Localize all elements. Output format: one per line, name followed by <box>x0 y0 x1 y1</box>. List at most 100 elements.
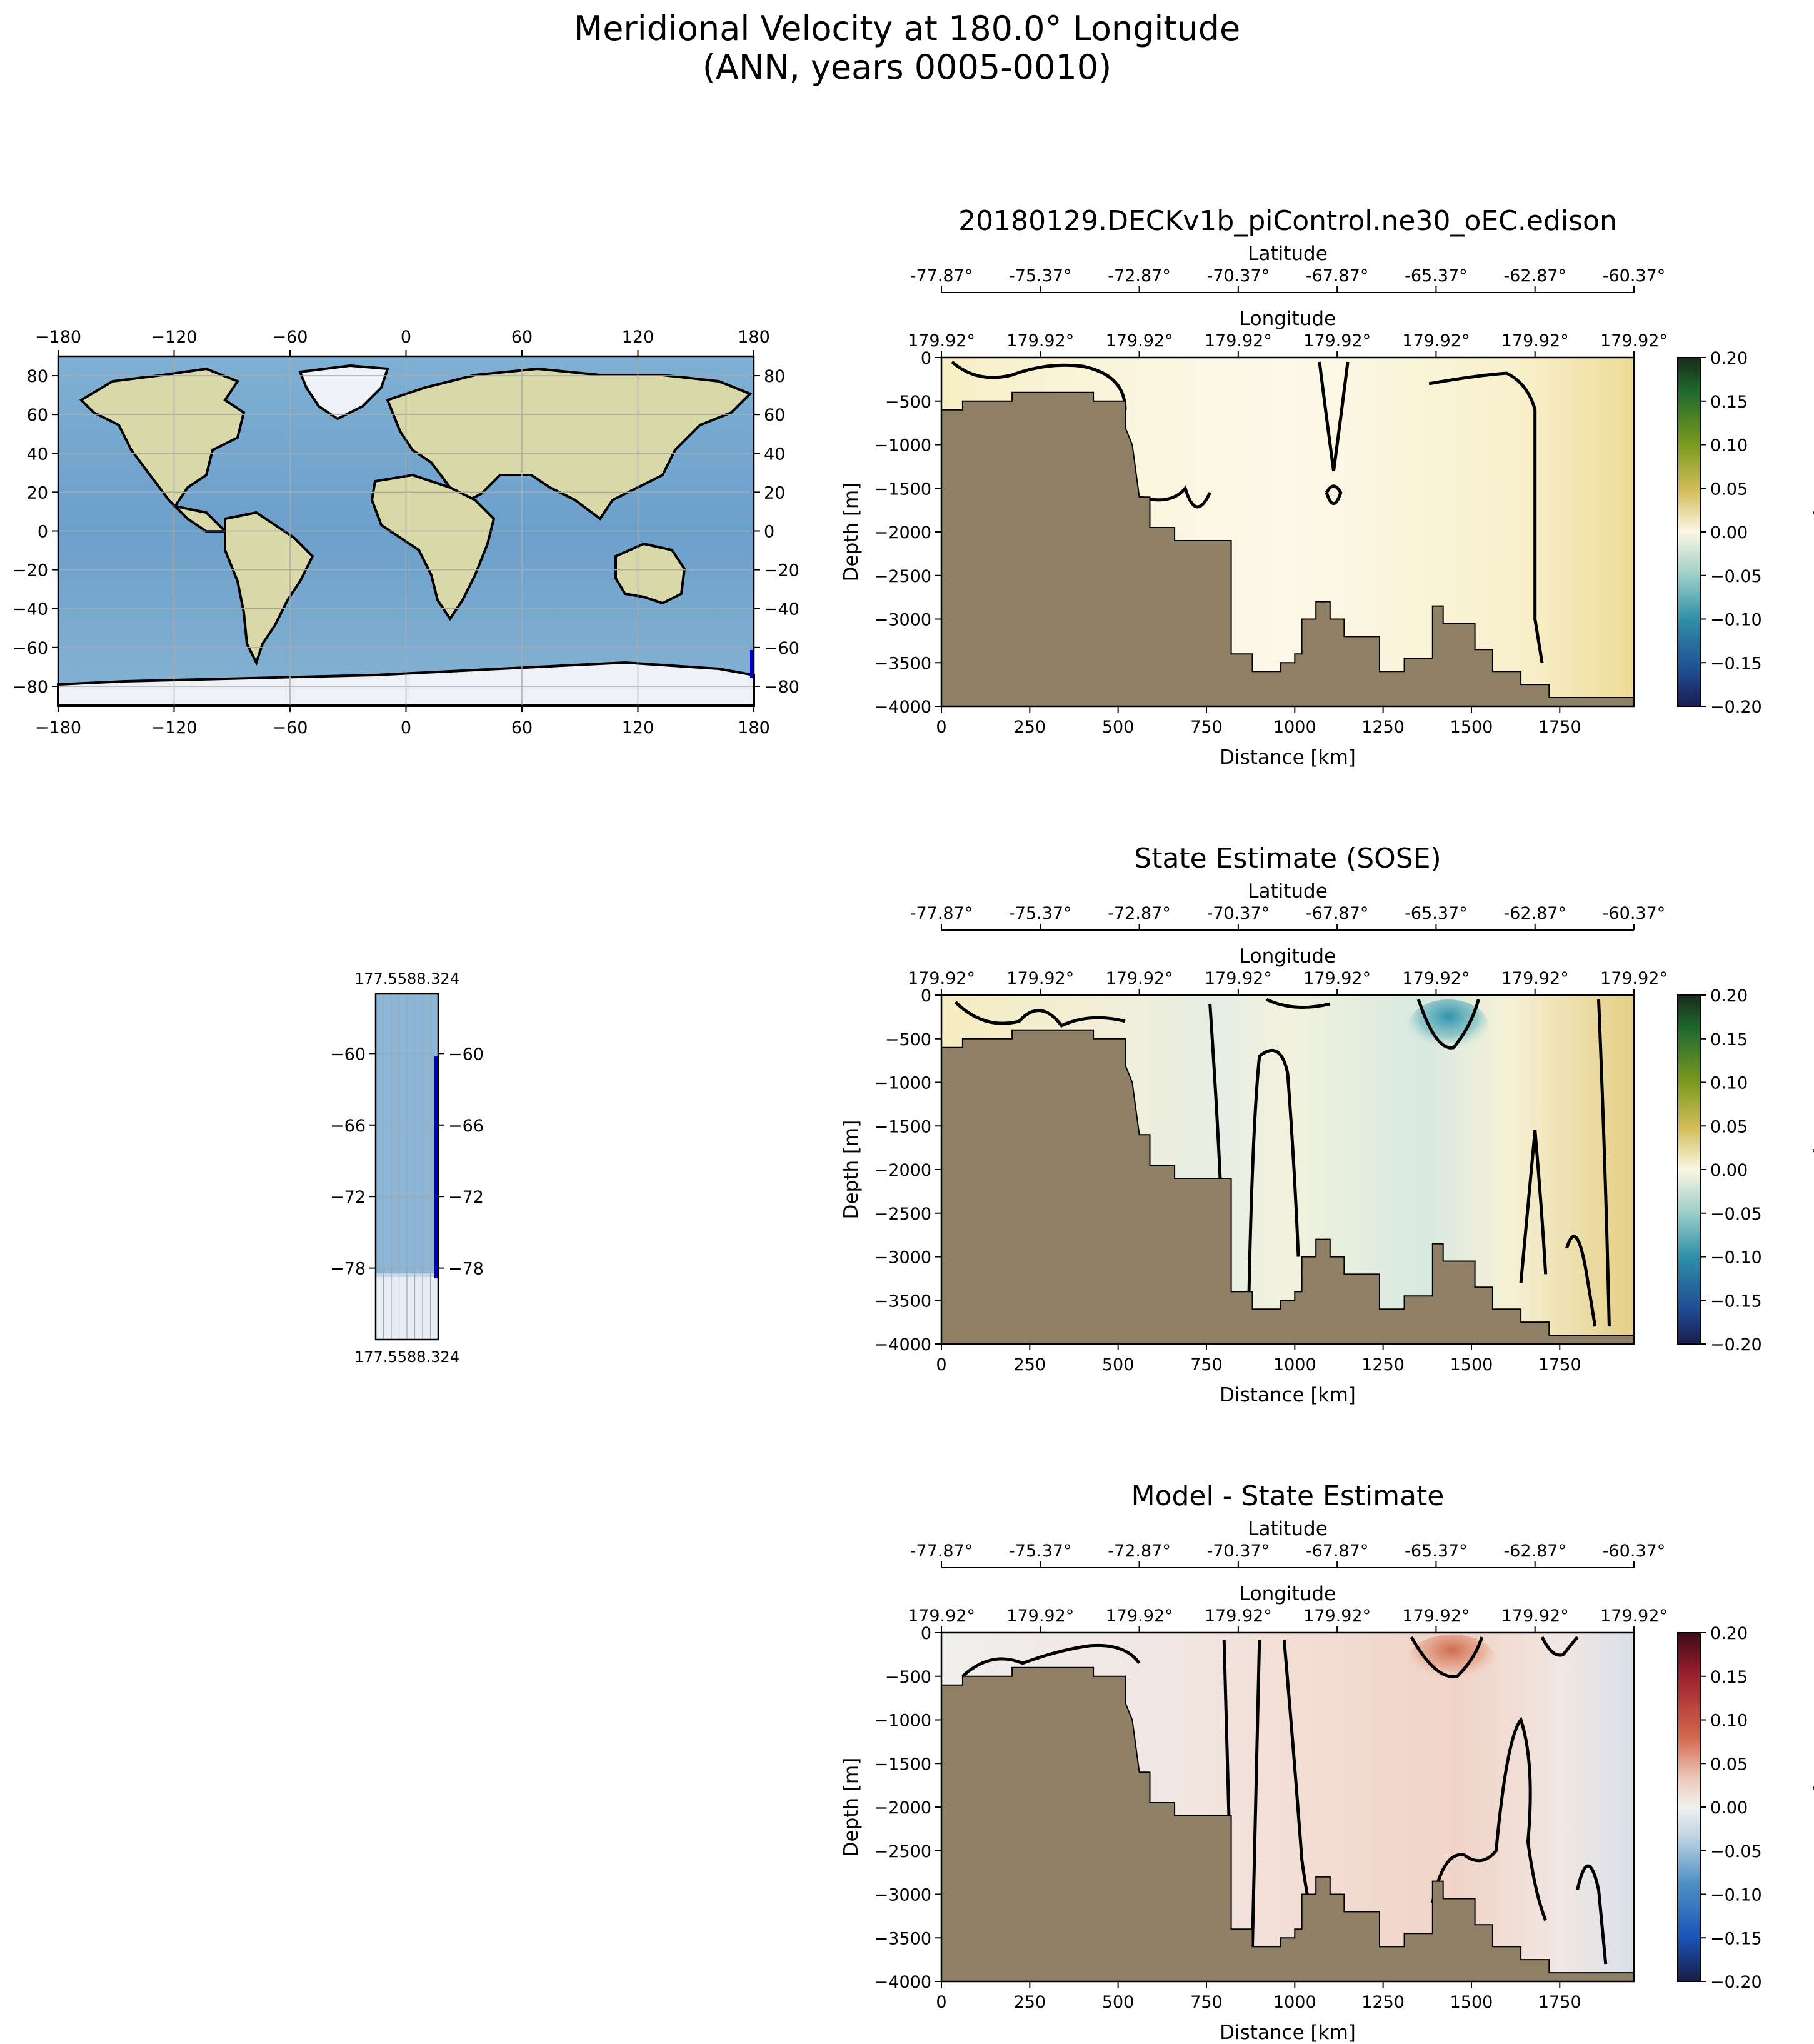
distance-tick-label: 750 <box>1190 718 1223 737</box>
figure-title-line2: (ANN, years 0005-0010) <box>703 48 1111 87</box>
depth-tick-label: −2000 <box>874 523 931 543</box>
longitude-tick-label: 179.92° <box>1106 969 1173 988</box>
inset-map-grid <box>376 994 438 1340</box>
zero-contour <box>1540 1636 1579 1657</box>
zero-contour <box>1416 999 1480 1050</box>
depth-tick-label: −500 <box>885 1668 931 1687</box>
colorbar-tick-label: −0.10 <box>1710 1248 1762 1268</box>
continent-south-america <box>224 511 314 666</box>
map-xtick-label-bottom: 120 <box>622 718 654 738</box>
colorbar-tick-label: 0.10 <box>1710 1074 1748 1093</box>
longitude-tick-label: 179.92° <box>1006 969 1074 988</box>
distance-tick-label: 1500 <box>1450 1355 1493 1375</box>
colorbar-label: m s⁻¹ <box>1810 509 1814 555</box>
latitude-tick-label: -65.37° <box>1405 1541 1468 1561</box>
latitude-tick-label: -60.37° <box>1603 1541 1666 1561</box>
map-ytick-label-right: 40 <box>764 444 785 464</box>
longitude-tick-label: 179.92° <box>1501 969 1569 988</box>
longitude-tick-label: 179.92° <box>1402 969 1470 988</box>
figure-title-line1: Meridional Velocity at 180.0° Longitude <box>574 9 1241 48</box>
depth-tick-label: −500 <box>885 393 931 412</box>
zero-contour <box>1597 999 1611 1327</box>
distance-tick-label: 750 <box>1190 1355 1223 1375</box>
depth-tick-label: −4000 <box>874 698 931 717</box>
colorbar-tick-label: −0.15 <box>1710 654 1762 673</box>
depth-tick-label: −3500 <box>874 1291 931 1311</box>
zero-contour <box>1247 1048 1300 1301</box>
distance-tick-label: 1750 <box>1538 1993 1581 2012</box>
depth-tick-label: −2500 <box>874 1205 931 1224</box>
longitude-tick-label: 179.92° <box>1303 1606 1371 1626</box>
zero-contour <box>1576 1864 1608 1965</box>
map-ytick-label-left: −40 <box>13 600 48 619</box>
distance-tick-label: 0 <box>936 1993 946 2012</box>
map-xtick-label-top: −60 <box>273 328 308 347</box>
latitude-tick-label: -70.37° <box>1207 1541 1270 1561</box>
longitude-tick-label: 179.92° <box>1106 331 1173 351</box>
zero-contour <box>1565 1235 1597 1327</box>
longitude-tick-label: 179.92° <box>908 969 975 988</box>
depth-tick-label: −1000 <box>874 436 931 456</box>
latitude-tick-label: -62.87° <box>1503 1541 1566 1561</box>
zero-contour <box>954 1001 1126 1028</box>
inset-ytick-label-left: −72 <box>330 1188 366 1207</box>
panel-diff: Model - State Estimate Latitude -77.87° -75… <box>840 1480 1814 2044</box>
panel-sose: State Estimate (SOSE) Latitude -77.87° -75.… <box>840 843 1814 1406</box>
map-ytick-label-left: 20 <box>27 483 48 503</box>
map-xtick-label-top: 120 <box>622 328 654 347</box>
colorbar-tick-label: −0.20 <box>1710 698 1762 717</box>
inset-ytick-label-left: −78 <box>330 1260 366 1279</box>
colorbar-tick-label: −0.05 <box>1710 1205 1762 1224</box>
bathymetry <box>941 391 1634 706</box>
latitude-tick-label: -67.87° <box>1306 904 1369 923</box>
continent-australia <box>614 542 686 605</box>
distance-tick-label: 1500 <box>1450 1993 1493 2012</box>
distance-tick-label: 750 <box>1190 1993 1223 2012</box>
distance-tick-label: 500 <box>1102 1355 1135 1375</box>
map-ytick-label-left: 40 <box>27 444 48 464</box>
latitude-axis-label: Latitude <box>1248 880 1328 903</box>
zero-contour <box>1208 1003 1223 1188</box>
colorbar-tick-label: −0.15 <box>1710 1291 1762 1311</box>
depth-tick-label: −3000 <box>874 611 931 630</box>
zero-contour <box>1325 484 1343 506</box>
depth-tick-label: −4000 <box>874 1335 931 1355</box>
latitude-tick-label: -62.87° <box>1503 904 1566 923</box>
map-xtick-label-top: −180 <box>35 328 81 347</box>
latitude-tick-label: -60.37° <box>1603 904 1666 923</box>
map-ytick-label-left: −60 <box>13 639 48 658</box>
inset-xtick-labels-bottom: 177.5588.324 <box>354 1348 459 1366</box>
depth-tick-label: −1000 <box>874 1074 931 1093</box>
depth-tick-label: −1500 <box>874 479 931 499</box>
colorbar-tick-label: 0.10 <box>1710 1711 1748 1731</box>
x-axis-label: Distance [km] <box>1220 746 1356 769</box>
colorbar-tick-label: −0.05 <box>1710 567 1762 586</box>
velocity-anomaly-blob <box>1408 1634 1496 1687</box>
inset-map-frame <box>374 993 439 1341</box>
depth-tick-label: −2000 <box>874 1161 931 1180</box>
inset-ytick-label-left: −60 <box>330 1045 366 1064</box>
map-ytick-label-right: 20 <box>764 483 785 503</box>
colorbar-tick-label: −0.20 <box>1710 1335 1762 1355</box>
latitude-tick-label: -62.87° <box>1503 266 1566 286</box>
longitude-tick-label: 179.92° <box>1402 331 1470 351</box>
colorbar-tick-label: 0.10 <box>1710 436 1748 456</box>
colorbar-tick-label: 0.15 <box>1710 1668 1748 1687</box>
latitude-tick-label: -72.87° <box>1108 904 1171 923</box>
longitude-tick-label: 179.92° <box>1600 1606 1668 1626</box>
latitude-tick-label: -72.87° <box>1108 1541 1171 1561</box>
depth-tick-label: −500 <box>885 1030 931 1050</box>
depth-tick-label: −1500 <box>874 1117 931 1136</box>
velocity-anomaly-blob <box>1408 999 1490 1056</box>
colorbar-label: m s⁻¹ <box>1810 1146 1814 1193</box>
latitude-axis-label: Latitude <box>1248 1518 1328 1540</box>
colorbar-label: m s⁻¹ <box>1810 1784 1814 1830</box>
depth-tick-label: −1000 <box>874 1711 931 1731</box>
colorbar-tick-label: 0.05 <box>1710 1117 1748 1136</box>
continent-greenland <box>298 364 389 421</box>
longitude-tick-label: 179.92° <box>1106 1606 1173 1626</box>
distance-tick-label: 1000 <box>1273 1993 1316 2012</box>
panel-title: State Estimate (SOSE) <box>1134 843 1441 874</box>
longitude-tick-label: 179.92° <box>1006 1606 1074 1626</box>
